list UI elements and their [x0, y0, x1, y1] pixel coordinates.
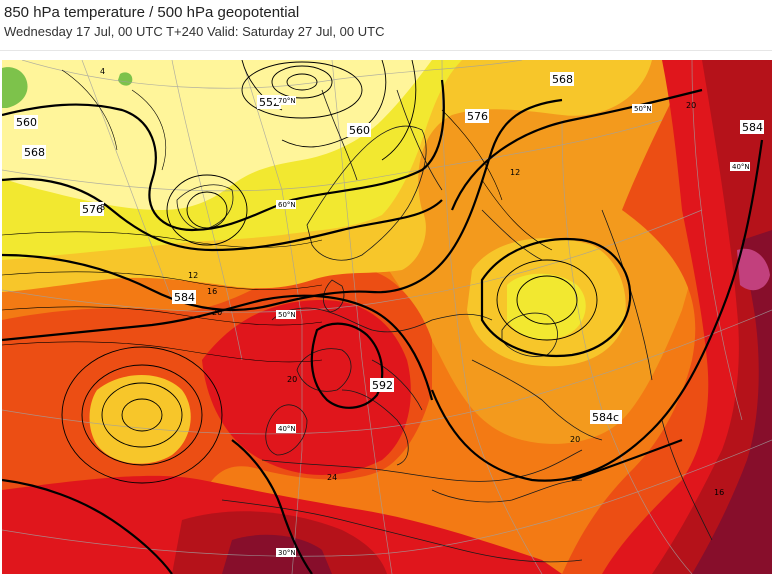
temp-band-dark-red-east	[652, 60, 772, 574]
latitude-label: 50°N	[276, 310, 296, 319]
graticule	[2, 60, 772, 574]
latitude-label: 30°N	[276, 548, 296, 557]
svg-text:70°N: 70°N	[278, 97, 296, 105]
svg-text:560: 560	[16, 116, 37, 129]
map-canvas: 560 568 552 560 568 576 576 584	[2, 60, 772, 574]
header-divider	[0, 50, 772, 51]
geopotential-label: 584	[740, 120, 764, 134]
temperature-label: 12	[188, 271, 198, 280]
geopotential-label: 592	[370, 378, 394, 392]
latitude-label: 40°N	[276, 424, 296, 433]
temp-band-cool-atlantic	[89, 375, 191, 464]
svg-text:50°N: 50°N	[634, 105, 652, 113]
geopotential-contours	[2, 79, 764, 574]
temp-band-cool-east-inner	[507, 273, 586, 340]
atlantic-system-contours	[61, 60, 598, 484]
temp-band-magenta	[737, 248, 770, 291]
svg-text:576: 576	[82, 203, 103, 216]
isotherms	[2, 69, 553, 363]
temp-band-red-central	[202, 300, 411, 475]
svg-text:40°N: 40°N	[278, 425, 296, 433]
svg-text:560: 560	[349, 124, 370, 137]
temperature-label: 20	[287, 375, 297, 384]
temperature-label: 16	[714, 488, 724, 497]
geopotential-label: 584c	[590, 410, 622, 424]
temperature-label: 24	[327, 473, 337, 482]
latitude-label: 70°N	[276, 96, 296, 105]
svg-text:568: 568	[24, 146, 45, 159]
temp-band-maroon-east	[692, 230, 772, 574]
temperature-label: 4	[100, 67, 105, 76]
svg-text:50°N: 50°N	[278, 311, 296, 319]
svg-text:60°N: 60°N	[278, 201, 296, 209]
latitude-label: 40°N	[730, 162, 750, 171]
temperature-label: 20	[686, 101, 696, 110]
latitude-label-group: 70°N 60°N 50°N 40°N 30°N 50°N 40°N	[276, 96, 750, 557]
chart-title: 850 hPa temperature / 500 hPa geopotenti…	[4, 4, 300, 21]
geopotential-label: 576	[80, 202, 104, 216]
geopotential-label: 560	[14, 115, 38, 129]
temperature-label: 20	[570, 435, 580, 444]
svg-text:30°N: 30°N	[278, 549, 296, 557]
coastlines	[176, 89, 713, 563]
geopotential-label: 560	[347, 123, 371, 137]
weather-map[interactable]: 560 568 552 560 568 576 576 584	[2, 60, 772, 574]
temperature-label: 12	[510, 168, 520, 177]
svg-text:584: 584	[742, 121, 763, 134]
geopotential-label: 568	[22, 145, 46, 159]
latitude-label: 60°N	[276, 200, 296, 209]
svg-text:584: 584	[174, 291, 195, 304]
geopotential-label-group: 560 568 552 560 568 576 576 584	[14, 72, 764, 424]
svg-text:576: 576	[467, 110, 488, 123]
temp-band-green	[2, 67, 28, 108]
svg-text:552: 552	[259, 96, 280, 109]
temperature-label-group: 4 8 12 16 20 24 20 12 20 20 16	[100, 67, 724, 497]
chart-subtitle: Wednesday 17 Jul, 00 UTC T+240 Valid: Sa…	[4, 24, 385, 39]
geopotential-label: 584	[172, 290, 196, 304]
temperature-label: 16	[207, 287, 217, 296]
geopotential-label: 576	[465, 109, 489, 123]
geopotential-label: 552	[257, 95, 281, 109]
svg-text:592: 592	[372, 379, 393, 392]
geopotential-label: 568	[550, 72, 574, 86]
svg-text:40°N: 40°N	[732, 163, 750, 171]
temperature-label: 8	[100, 203, 105, 212]
temperature-label: 20	[212, 308, 222, 317]
svg-text:568: 568	[552, 73, 573, 86]
latitude-label: 50°N	[632, 104, 652, 113]
svg-text:584c: 584c	[592, 411, 619, 424]
